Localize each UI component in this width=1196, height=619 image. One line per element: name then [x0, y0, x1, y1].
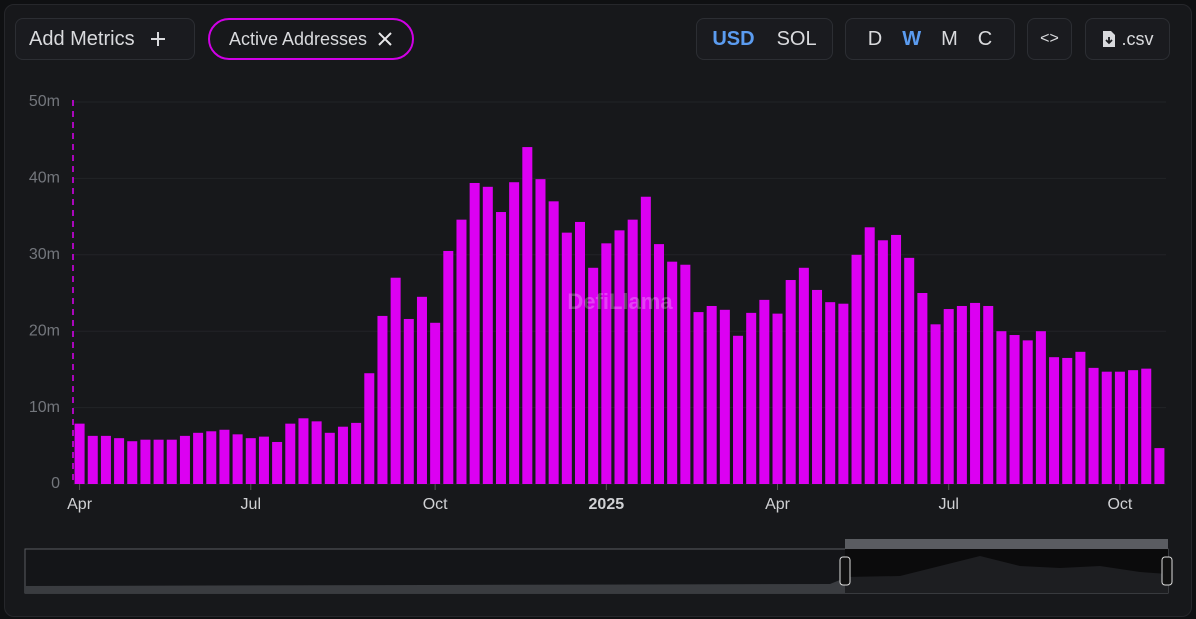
period-option[interactable]: M	[941, 27, 958, 50]
csv-button[interactable]: .csv	[1085, 18, 1170, 60]
metric-chip-label: Active Addresses	[228, 28, 368, 49]
period-option[interactable]: C	[977, 27, 993, 50]
period-option[interactable]: W	[902, 27, 922, 50]
panel	[4, 4, 1192, 617]
period-option[interactable]: D	[867, 27, 883, 50]
file-icon	[1103, 31, 1116, 47]
add-metrics-label: Add Metrics	[29, 27, 135, 50]
period-toggle: D W M C	[845, 18, 1015, 60]
csv-label: .csv	[1121, 28, 1154, 49]
currency-option[interactable]: USD	[712, 27, 755, 50]
embed-button[interactable]: <>	[1027, 18, 1072, 60]
metric-chip[interactable]: Active Addresses	[208, 18, 414, 60]
add-metrics-button[interactable]: Add Metrics	[15, 18, 195, 60]
currency-option[interactable]: SOL	[776, 27, 817, 50]
close-icon[interactable]	[377, 31, 393, 47]
embed-label: <>	[1040, 30, 1059, 47]
currency-toggle: USD SOL	[696, 18, 833, 60]
plus-icon	[150, 32, 165, 46]
